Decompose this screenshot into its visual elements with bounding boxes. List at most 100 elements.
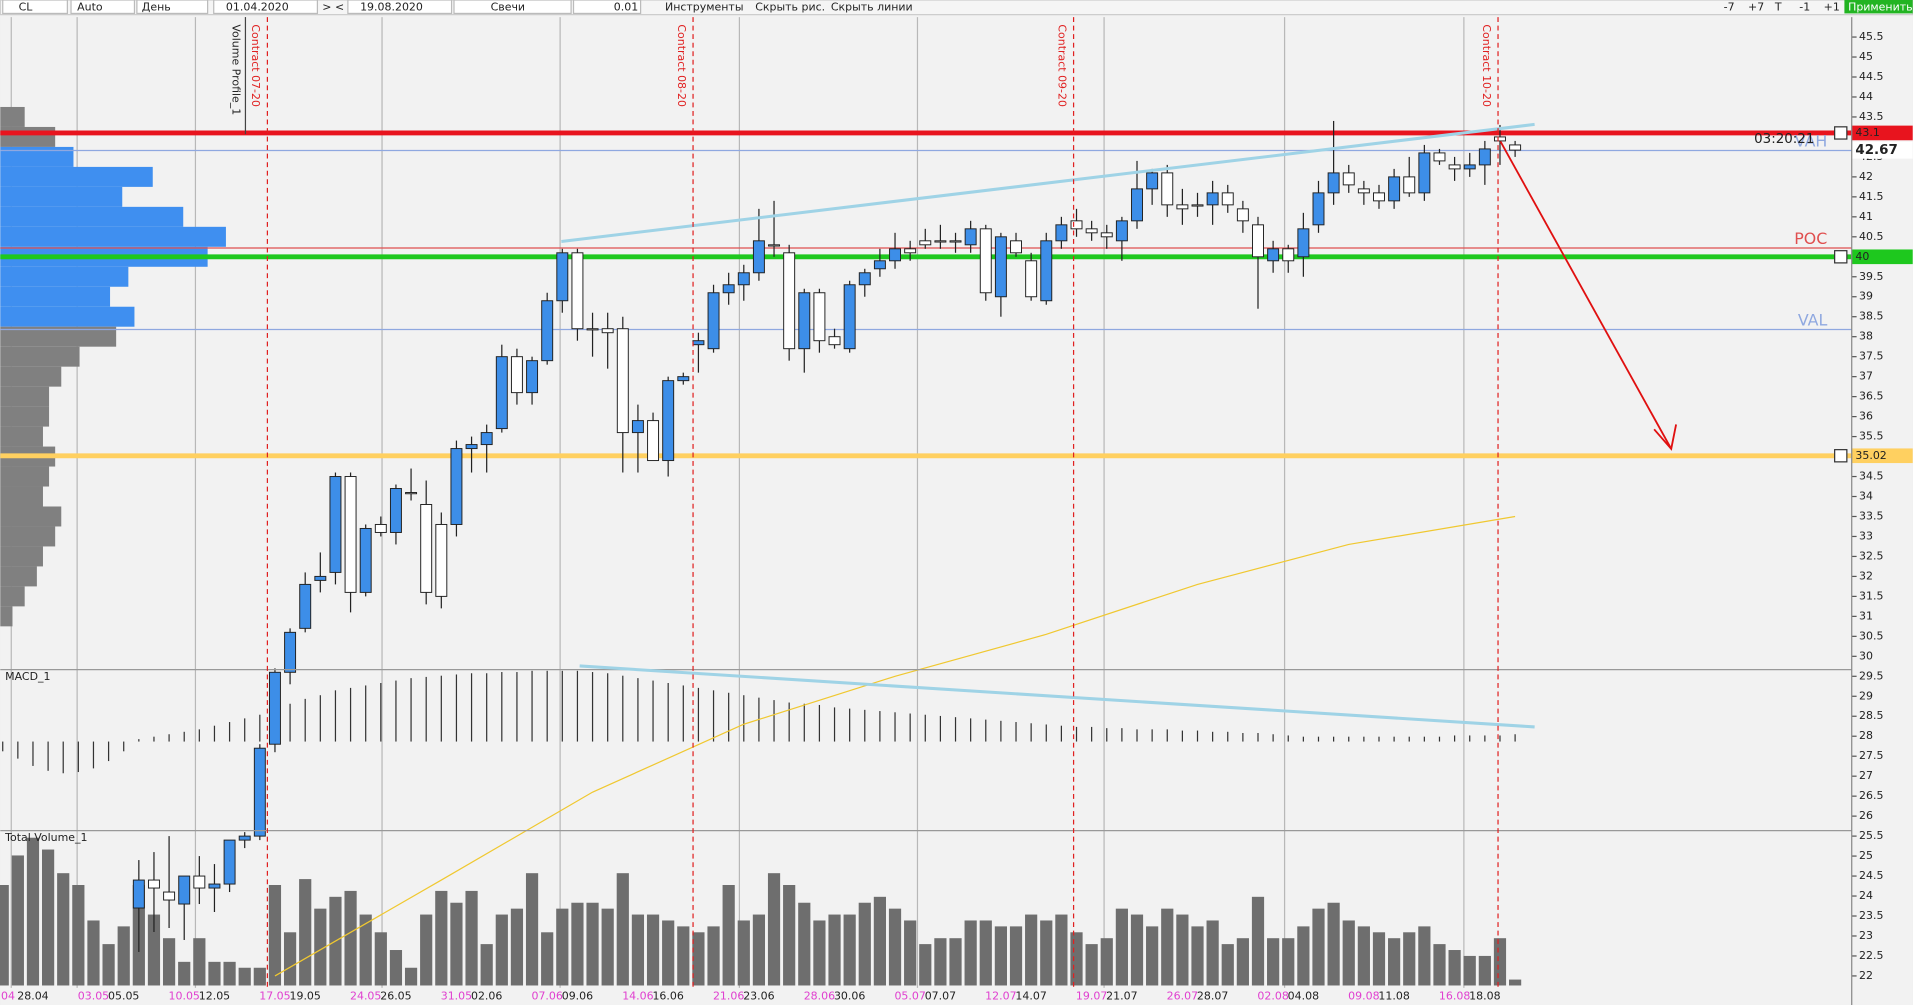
apply-label[interactable]: Применить <box>1848 0 1913 13</box>
volume-bar <box>1493 938 1507 986</box>
volume-bar <box>178 961 191 986</box>
volume-bar <box>767 873 781 986</box>
tick-size[interactable]: 0.01 <box>614 0 638 13</box>
scale-box[interactable] <box>70 0 136 15</box>
y-tick-label: 33 <box>1859 529 1873 542</box>
button[interactable]: +1 <box>1824 0 1840 13</box>
chart-style[interactable]: Свечи <box>491 0 525 13</box>
tick-box[interactable] <box>572 0 642 15</box>
y-tick-label: 45 <box>1859 50 1873 63</box>
candle-body <box>541 300 554 362</box>
volume-bar <box>359 914 372 986</box>
level-close <box>1834 449 1848 463</box>
y-tick-label: 44 <box>1859 90 1873 103</box>
volume-bar <box>283 932 297 986</box>
hide-drawings[interactable]: Скрыть рис. <box>755 0 825 13</box>
volume-bar <box>979 920 992 986</box>
nav[interactable]: > < <box>322 0 344 13</box>
candle-body <box>964 228 977 246</box>
x-tick-label: 05.07 <box>894 989 925 1002</box>
level-close <box>1834 126 1848 140</box>
volume-bar <box>57 873 70 986</box>
timeframe-box[interactable] <box>136 0 209 15</box>
arrow <box>1499 141 1673 450</box>
volume-bar <box>450 902 463 986</box>
x-tick-label: 09.08 <box>1348 989 1379 1002</box>
volume-bar <box>677 926 690 986</box>
candle-body <box>480 432 493 446</box>
candle-body <box>1176 204 1189 210</box>
candle-body <box>1221 192 1234 206</box>
volume-bar <box>692 932 705 986</box>
y-tick-label: 28 <box>1859 729 1873 742</box>
hide-lines[interactable]: Скрыть линии <box>831 0 913 13</box>
tools[interactable]: Инструменты <box>665 0 744 13</box>
volume-bar <box>510 908 524 986</box>
date-to-box[interactable] <box>347 0 453 15</box>
x-tick-label: 5.04 <box>0 989 15 1002</box>
moving-average <box>274 515 1516 977</box>
button[interactable]: T <box>1774 0 1782 13</box>
y-tick-label: 43.5 <box>1859 110 1883 123</box>
y-tick-label: 30 <box>1859 649 1873 662</box>
volume-bar <box>631 914 645 986</box>
contract-label: Contract 08-20 <box>675 24 688 107</box>
volume-bar <box>1146 926 1159 986</box>
profile-bar <box>0 486 43 507</box>
x-tick-label: 18.08 <box>1469 989 1500 1002</box>
date-to[interactable]: 19.08.2020 <box>360 0 423 13</box>
y-tick-label: 36 <box>1859 410 1873 423</box>
volume-bar <box>888 908 902 986</box>
candle-body <box>1494 136 1506 142</box>
candle-body <box>1373 192 1385 202</box>
volume-bar <box>828 914 841 986</box>
y-tick-label: 29.5 <box>1859 669 1883 682</box>
candle-body <box>1025 260 1038 298</box>
volume-bar <box>919 944 932 986</box>
candle-body <box>1206 192 1219 206</box>
button[interactable]: +7 <box>1748 0 1764 13</box>
candle-body <box>858 272 871 286</box>
volume-bar <box>1312 908 1325 986</box>
profile-bar <box>0 406 50 427</box>
volume-bar <box>616 873 629 986</box>
date-from[interactable]: 01.04.2020 <box>226 0 289 13</box>
x-tick-label: 19.07 <box>1076 989 1107 1002</box>
contract-label: Contract 10-20 <box>1480 24 1493 107</box>
symbol-box[interactable] <box>2 0 68 15</box>
volume-bar <box>223 961 236 986</box>
scale[interactable]: Auto <box>77 0 103 13</box>
timeframe[interactable]: День <box>142 0 171 13</box>
volume-bar <box>571 902 584 986</box>
style-box[interactable] <box>453 0 572 15</box>
level-close <box>1834 250 1848 264</box>
y-tick-label: 24.5 <box>1859 869 1883 882</box>
x-tick-label: 09.06 <box>562 989 593 1002</box>
date-from-box[interactable] <box>213 0 319 15</box>
candle-body <box>359 527 372 593</box>
apply-button[interactable] <box>1844 0 1913 14</box>
grid: 45.54544.54443.54342.54241.54140.54039.5… <box>0 17 1883 1002</box>
y-tick-label: 30.5 <box>1859 629 1883 642</box>
volume-bar <box>495 914 508 986</box>
candle-body <box>768 244 781 247</box>
symbol[interactable]: CL <box>19 0 34 13</box>
level-name: VAH <box>1795 131 1828 150</box>
profile-bar <box>0 466 50 487</box>
volume-bar <box>41 849 55 986</box>
x-tick-label: 28.07 <box>1197 989 1228 1002</box>
button[interactable]: -1 <box>1799 0 1810 13</box>
volume-bar <box>556 908 569 986</box>
button[interactable]: -7 <box>1724 0 1735 13</box>
timer: 03:20:21 <box>1754 132 1814 147</box>
candle-body <box>631 420 644 434</box>
candle-body <box>1357 188 1370 194</box>
price-box <box>1851 141 1913 159</box>
volume-bar <box>1327 902 1340 986</box>
profile-bar <box>0 306 135 327</box>
volume-bar <box>1372 932 1386 986</box>
y-tick-label: 29 <box>1859 689 1873 702</box>
contract-label: Contract 07-20 <box>249 24 262 107</box>
candle-body <box>495 356 508 430</box>
candle-body <box>178 875 191 905</box>
